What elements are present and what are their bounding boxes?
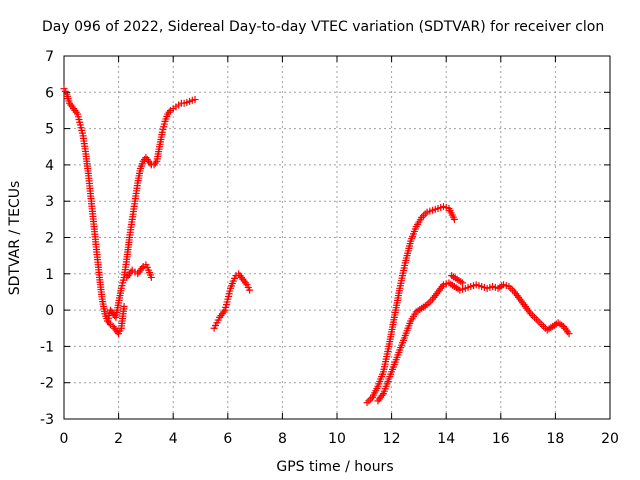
data-point bbox=[191, 96, 199, 104]
y-tick-label: -1 bbox=[40, 339, 54, 355]
data-point bbox=[459, 279, 467, 287]
series-segment-4 bbox=[210, 270, 254, 332]
data-point bbox=[534, 317, 542, 325]
x-tick-label: 20 bbox=[601, 431, 619, 447]
x-tick-label: 6 bbox=[223, 431, 232, 447]
series-segment-3 bbox=[123, 261, 155, 281]
data-point bbox=[538, 321, 546, 329]
data-point bbox=[120, 302, 128, 310]
series-segment-5 bbox=[363, 203, 458, 407]
x-tick-label: 14 bbox=[437, 431, 455, 447]
data-point bbox=[246, 286, 254, 294]
data-point bbox=[450, 215, 458, 223]
x-axis-label: GPS time / hours bbox=[276, 459, 393, 475]
chart-title: Day 096 of 2022, Sidereal Day-to-day VTE… bbox=[42, 19, 604, 35]
data-point bbox=[365, 397, 373, 405]
y-tick-label: 7 bbox=[45, 49, 54, 65]
y-tick-label: 1 bbox=[45, 267, 54, 283]
x-tick-label: 0 bbox=[60, 431, 69, 447]
data-point bbox=[541, 324, 549, 332]
data-point bbox=[419, 212, 427, 220]
series-segment-2 bbox=[104, 96, 199, 325]
y-axis-label: SDTVAR / TECUs bbox=[7, 181, 23, 296]
data-point bbox=[147, 273, 155, 281]
y-tick-label: 6 bbox=[45, 85, 54, 101]
x-tick-label: 4 bbox=[169, 431, 178, 447]
grid-lines bbox=[64, 56, 610, 419]
data-point bbox=[530, 313, 538, 321]
plot-frame bbox=[63, 55, 611, 420]
y-tick-label: -2 bbox=[40, 376, 54, 392]
series-segment-6 bbox=[374, 279, 573, 405]
x-tick-label: 12 bbox=[383, 431, 401, 447]
x-tick-label: 10 bbox=[328, 431, 346, 447]
data-point bbox=[509, 286, 517, 294]
y-tick-label: 0 bbox=[45, 303, 54, 319]
y-tick-label: 2 bbox=[45, 231, 54, 247]
data-point bbox=[565, 330, 573, 338]
x-tick-label: 8 bbox=[278, 431, 287, 447]
data-point bbox=[363, 399, 371, 407]
data-point bbox=[536, 319, 544, 327]
data-point bbox=[427, 297, 435, 305]
x-tick-label: 2 bbox=[114, 431, 123, 447]
series-segment-1 bbox=[60, 85, 128, 338]
y-tick-label: -3 bbox=[40, 412, 54, 428]
data-point bbox=[151, 159, 159, 167]
data-points bbox=[60, 85, 573, 407]
data-point bbox=[532, 315, 540, 323]
y-tick-label: 5 bbox=[45, 122, 54, 138]
y-tick-label: 3 bbox=[45, 194, 54, 210]
x-tick-label: 16 bbox=[492, 431, 510, 447]
series-segment-7 bbox=[448, 272, 467, 287]
data-point bbox=[529, 312, 537, 320]
y-tick-label: 4 bbox=[45, 158, 54, 174]
x-tick-label: 18 bbox=[546, 431, 564, 447]
